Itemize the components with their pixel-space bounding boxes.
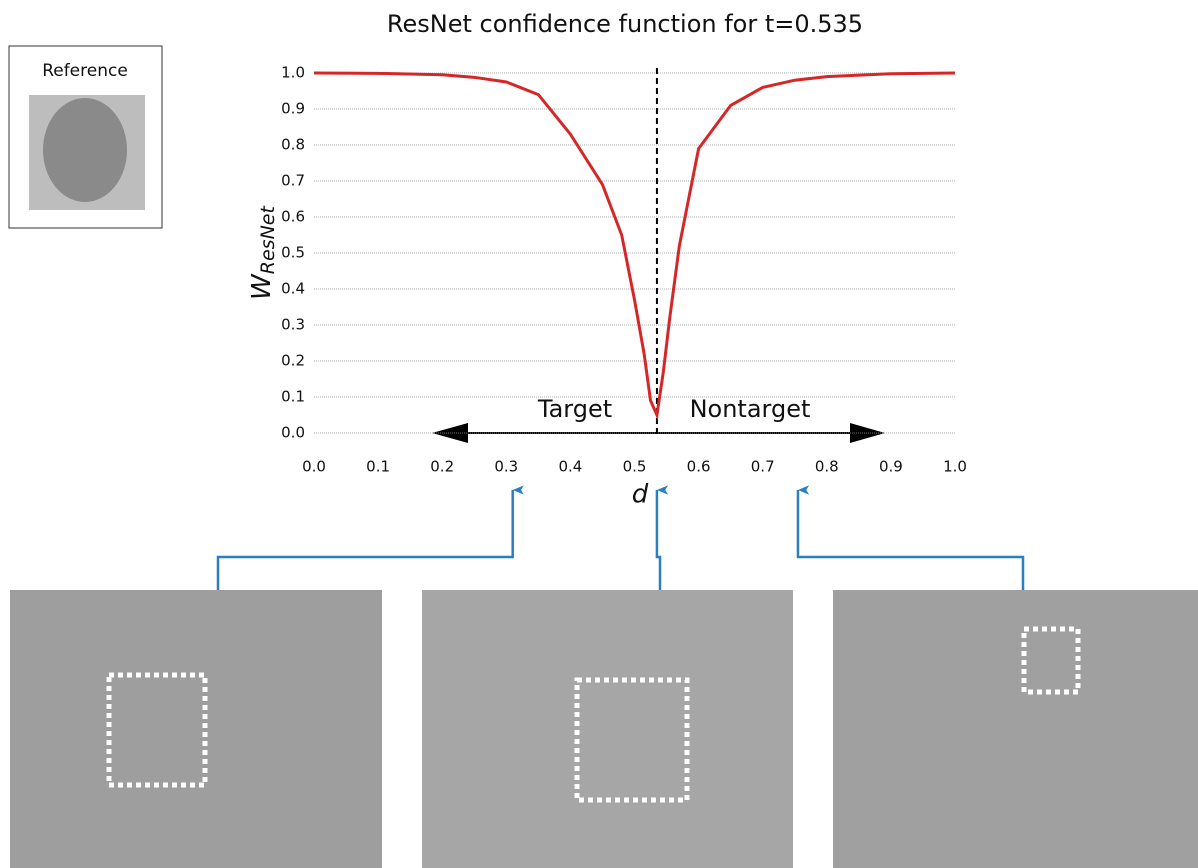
figure: ResNet confidence function for t=0.535 R…: [0, 0, 1198, 868]
x-tick-label: 0.0: [302, 458, 326, 476]
y-tick-label: 0.7: [281, 172, 305, 190]
photo: [833, 590, 1198, 868]
probe-arrow: [218, 490, 513, 590]
reference-face: [43, 98, 127, 202]
y-tick-label: 0.8: [281, 136, 305, 154]
photo: [10, 590, 382, 868]
x-tick-label: 0.1: [366, 458, 390, 476]
y-tick-label: 1.0: [281, 64, 305, 82]
x-tick-label: 0.5: [623, 458, 647, 476]
x-tick-label: 0.6: [687, 458, 711, 476]
probe-arrow: [798, 490, 1023, 590]
y-tick-label: 0.2: [281, 352, 305, 370]
x-tick-label: 0.8: [815, 458, 839, 476]
y-tick-label: 0.1: [281, 388, 305, 406]
y-axis-label: WResNet: [247, 205, 279, 300]
reference-label: Reference: [42, 61, 128, 81]
y-tick-label: 0.5: [281, 244, 305, 262]
x-tick-label: 0.2: [430, 458, 454, 476]
y-label-main: W: [247, 273, 277, 300]
x-tick-label: 0.4: [558, 458, 582, 476]
photo: [422, 590, 793, 868]
x-tick-label: 0.3: [494, 458, 518, 476]
photos: [10, 590, 1198, 868]
y-tick-label: 0.0: [281, 424, 305, 442]
x-tick-label: 0.7: [751, 458, 775, 476]
y-tick-label: 0.4: [281, 280, 305, 298]
x-tick-label: 0.9: [879, 458, 903, 476]
x-axis-label: d: [632, 480, 649, 510]
y-tick-label: 0.6: [281, 208, 305, 226]
annotation: Nontarget: [690, 395, 811, 423]
y-label-sub: ResNet: [257, 205, 279, 275]
data-line: [314, 73, 955, 415]
y-tick-label: 0.3: [281, 316, 305, 334]
chart-title: ResNet confidence function for t=0.535: [387, 10, 863, 38]
x-tick-label: 1.0: [943, 458, 967, 476]
y-tick-label: 0.9: [281, 100, 305, 118]
probe-arrow: [657, 490, 660, 590]
annotation: Target: [537, 395, 612, 423]
